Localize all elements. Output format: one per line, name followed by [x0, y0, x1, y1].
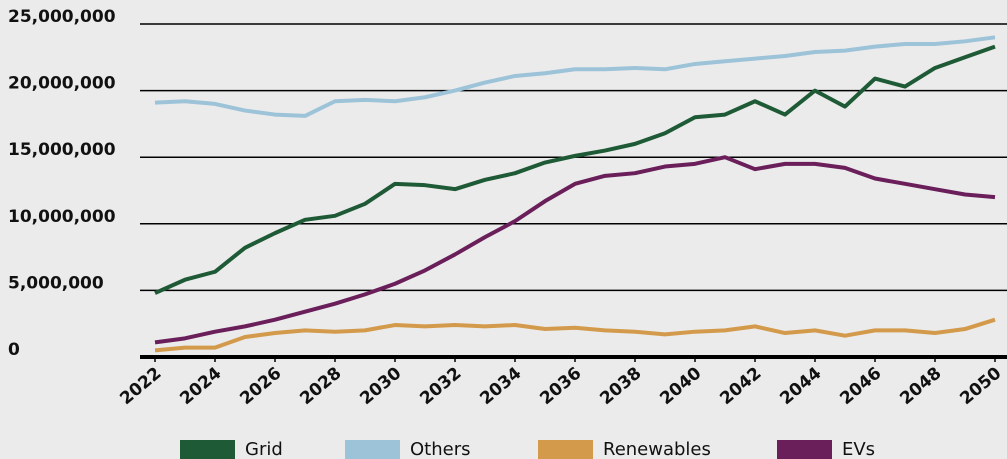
legend-label: Grid	[245, 439, 283, 459]
x-tick-label: 2044	[776, 363, 825, 409]
x-tick-label: 2042	[716, 363, 765, 409]
legend-label: Others	[410, 439, 471, 459]
y-tick-label: 20,000,000	[8, 74, 116, 94]
x-tick-label: 2030	[356, 363, 405, 409]
x-tick-label: 2046	[836, 363, 885, 409]
x-tick-label: 2048	[896, 363, 945, 409]
y-tick-label: 0	[8, 340, 20, 360]
x-tick-label: 2038	[596, 363, 645, 409]
x-tick-label: 2022	[116, 363, 165, 409]
legend-swatch	[777, 440, 832, 459]
line-series	[154, 317, 996, 353]
x-tick-label: 2026	[236, 363, 285, 409]
y-tick-label: 25,000,000	[8, 7, 116, 27]
legend-swatch	[538, 440, 593, 459]
x-tick-label: 2040	[656, 363, 705, 409]
legend-swatch	[345, 440, 400, 459]
x-tick-label: 2050	[956, 363, 1005, 409]
x-tick-label: 2034	[476, 363, 525, 409]
legend-swatch	[180, 440, 235, 459]
x-tick-label: 2024	[176, 363, 225, 409]
y-tick-label: 10,000,000	[8, 207, 116, 227]
y-tick-label: 5,000,000	[8, 273, 104, 293]
line-series	[154, 44, 996, 295]
line-series	[154, 155, 996, 345]
legend-label: EVs	[842, 439, 875, 459]
x-tick-label: 2032	[416, 363, 465, 409]
legend-label: Renewables	[603, 439, 711, 459]
line-series	[154, 35, 996, 118]
y-tick-label: 15,000,000	[8, 140, 116, 160]
x-tick-label: 2028	[296, 363, 345, 409]
x-tick-label: 2036	[536, 363, 585, 409]
